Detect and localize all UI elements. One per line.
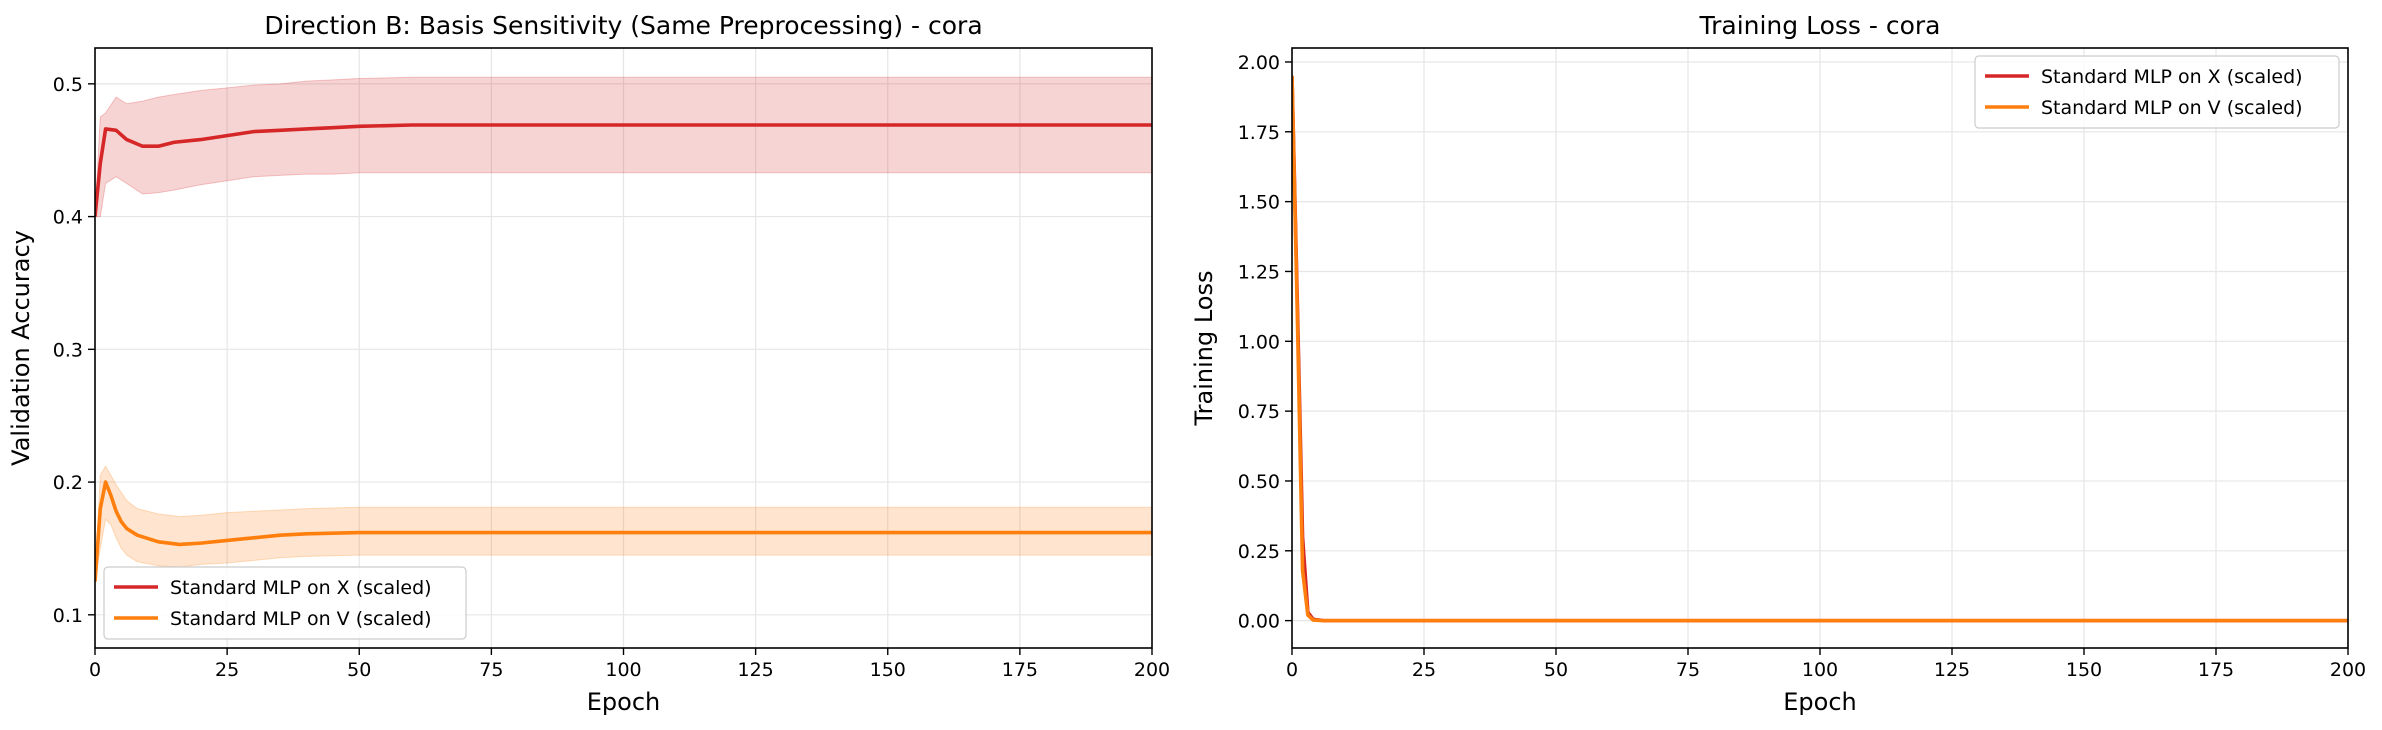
x-tick-label: 125 xyxy=(1934,659,1970,681)
legend-label-1: Standard MLP on V (scaled) xyxy=(2041,97,2303,119)
plot-series-group xyxy=(1292,75,2348,623)
x-tick-label: 150 xyxy=(870,659,906,681)
x-axis-label: Epoch xyxy=(1783,688,1857,716)
confidence-band-1 xyxy=(95,465,1152,582)
x-tick-label: 0 xyxy=(1286,659,1298,681)
x-tick-label: 200 xyxy=(2330,659,2366,681)
x-tick-label: 125 xyxy=(737,659,773,681)
x-tick-label: 50 xyxy=(1544,659,1568,681)
y-tick-label: 0.75 xyxy=(1238,401,1280,423)
x-tick-label: 175 xyxy=(1002,659,1038,681)
x-tick-label: 150 xyxy=(2066,659,2102,681)
x-tick-label: 100 xyxy=(1802,659,1838,681)
legend-label-1: Standard MLP on V (scaled) xyxy=(170,608,432,630)
legend-label-0: Standard MLP on X (scaled) xyxy=(170,577,432,599)
x-tick-label: 75 xyxy=(479,659,503,681)
x-tick-label: 75 xyxy=(1676,659,1700,681)
x-tick-label: 200 xyxy=(1134,659,1170,681)
plot-series-group xyxy=(95,76,1152,582)
y-tick-label: 0.2 xyxy=(53,472,83,494)
y-axis-label: Training Loss xyxy=(1190,271,1218,427)
legend-box xyxy=(103,566,467,640)
series-line-1 xyxy=(1292,75,2348,623)
y-axis-label: Validation Accuracy xyxy=(7,230,35,466)
y-tick-label: 0.50 xyxy=(1238,471,1280,493)
chart-title: Training Loss - cora xyxy=(1699,11,1941,40)
y-tick-label: 0.25 xyxy=(1238,541,1280,563)
y-tick-label: 1.25 xyxy=(1238,261,1280,283)
legend-box xyxy=(1974,55,2340,129)
y-tick-label: 0.5 xyxy=(53,74,83,96)
training-loss-panel: 0 25 50 75 100 125 150 175 200 0.00 0.25 0.50 0.75 1.… xyxy=(1190,11,2366,716)
y-tick-label: 2.00 xyxy=(1238,52,1280,74)
x-tick-label: 25 xyxy=(215,659,239,681)
series-line-0 xyxy=(95,123,1152,217)
y-tick-label: 0.1 xyxy=(53,605,83,627)
y-tick-label: 1.00 xyxy=(1238,331,1280,353)
chart-title: Direction B: Basis Sensitivity (Same Pre… xyxy=(264,11,982,40)
x-tick-label: 100 xyxy=(605,659,641,681)
confidence-band-0 xyxy=(95,76,1152,218)
y-tick-label: 0.3 xyxy=(53,339,83,361)
y-tick-label: 1.75 xyxy=(1238,122,1280,144)
x-tick-label: 25 xyxy=(1412,659,1436,681)
legend-label-0: Standard MLP on X (scaled) xyxy=(2041,66,2303,88)
series-line-1 xyxy=(95,480,1152,582)
validation-accuracy-panel: 0 25 50 75 100 125 150 175 200 0.1 0.2 0.3 0.4 0.5 Dir… xyxy=(7,11,1170,716)
x-axis-label: Epoch xyxy=(587,688,661,716)
x-tick-label: 0 xyxy=(89,659,101,681)
y-tick-label: 1.50 xyxy=(1238,192,1280,214)
y-tick-label: 0.00 xyxy=(1238,611,1280,633)
y-tick-label: 0.4 xyxy=(53,207,83,229)
x-tick-label: 50 xyxy=(347,659,371,681)
x-tick-label: 175 xyxy=(2198,659,2234,681)
